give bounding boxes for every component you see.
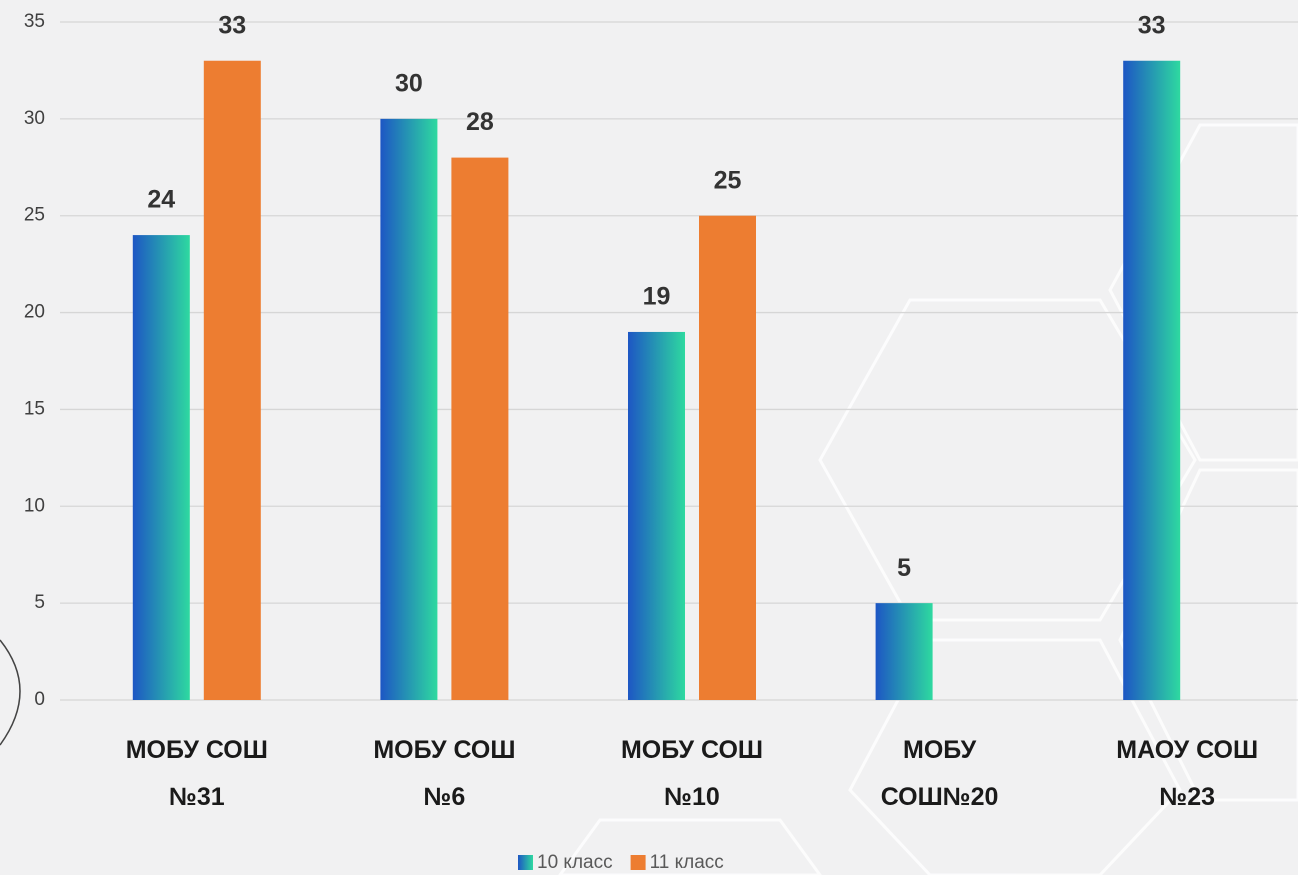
- legend-swatch: [630, 855, 646, 870]
- x-tick-label: МОБУ СОШ №6: [373, 736, 516, 811]
- y-tick-label: 20: [24, 302, 45, 323]
- data-label: 30: [395, 69, 423, 97]
- y-tick-label: 35: [24, 11, 45, 32]
- legend-label: 11 класс: [650, 852, 724, 873]
- data-label: 28: [466, 108, 494, 136]
- y-tick-label: 25: [24, 205, 45, 226]
- y-tick-label: 0: [34, 689, 45, 710]
- y-tick-label: 5: [34, 592, 45, 613]
- decor-arc: [0, 639, 21, 746]
- data-label: 25: [714, 166, 742, 194]
- data-label: 33: [1138, 11, 1166, 39]
- data-label: 19: [643, 283, 671, 311]
- x-tick-label: МОБУ СОШ №10: [620, 736, 764, 811]
- x-tick-label: МОБУ СОШ№20: [880, 736, 999, 811]
- y-tick-label: 30: [24, 108, 45, 129]
- x-tick-label: МАОУ СОШ №23: [1116, 736, 1259, 811]
- bar: [451, 157, 509, 701]
- bar: [203, 60, 261, 700]
- data-label: 5: [897, 554, 911, 582]
- bar: [875, 603, 933, 700]
- y-tick-label: 15: [24, 398, 45, 419]
- x-tick-label: МОБУ СОШ №31: [125, 736, 268, 811]
- data-label: 24: [147, 186, 175, 214]
- bar: [380, 118, 438, 701]
- bar: [628, 331, 685, 700]
- data-label: 33: [218, 11, 246, 39]
- bar: [132, 235, 190, 701]
- bar: [1123, 60, 1181, 700]
- bar: [699, 215, 756, 700]
- y-tick-label: 10: [24, 495, 45, 516]
- legend-label: 10 класс: [537, 852, 613, 873]
- legend-swatch: [518, 855, 533, 870]
